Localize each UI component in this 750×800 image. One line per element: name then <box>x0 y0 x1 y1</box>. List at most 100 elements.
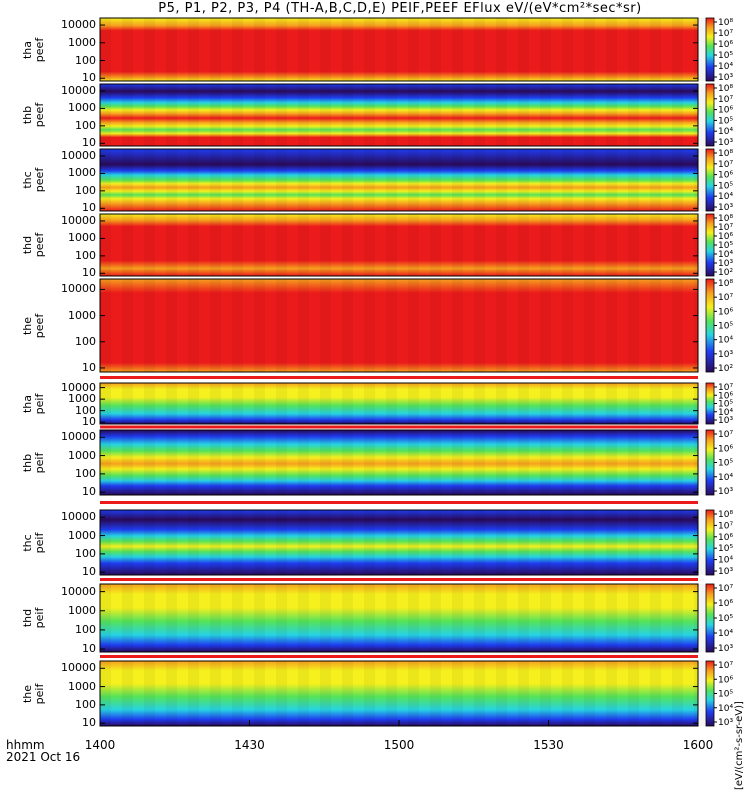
time-column <box>606 430 617 495</box>
time-column <box>430 214 441 276</box>
x-tick-label: 1530 <box>533 738 564 752</box>
time-column <box>232 214 243 276</box>
time-column <box>342 214 353 276</box>
y-tick-label: 10 <box>82 266 96 280</box>
time-column <box>298 279 309 372</box>
time-column <box>408 214 419 276</box>
y-tick-label: 10 <box>82 136 96 150</box>
time-column <box>496 214 507 276</box>
time-column <box>606 279 617 372</box>
colorbar-tick-label: 10⁴ <box>718 408 733 418</box>
time-column <box>254 661 265 726</box>
panel-label: the peif <box>21 664 46 724</box>
y-tick-label: 1000 <box>68 448 96 462</box>
time-column <box>540 383 551 424</box>
time-column <box>100 18 111 81</box>
colorbar-tick-label: 10⁷ <box>718 223 733 233</box>
time-column <box>430 18 441 81</box>
time-column <box>364 18 375 81</box>
colorbar-tick-label: 10⁷ <box>718 160 733 170</box>
time-column <box>232 510 243 575</box>
time-column <box>232 584 243 652</box>
y-tick-label: 1000 <box>68 166 96 180</box>
y-tick-label: 100 <box>75 248 96 262</box>
colorbar-tick-label: 10⁶ <box>718 599 733 609</box>
colorbar <box>705 509 715 576</box>
time-column <box>386 510 397 575</box>
time-column <box>122 214 133 276</box>
time-column <box>232 18 243 81</box>
colorbar-tick-label: 10⁵ <box>718 400 733 410</box>
y-tick-label: 10 <box>82 360 96 374</box>
time-column <box>254 214 265 276</box>
time-column <box>276 383 287 424</box>
time-column <box>364 214 375 276</box>
time-column <box>694 510 705 575</box>
time-column <box>584 510 595 575</box>
time-column <box>408 510 419 575</box>
time-column <box>562 430 573 495</box>
spectrogram-panel <box>100 510 698 575</box>
time-column <box>408 383 419 424</box>
time-column <box>584 18 595 81</box>
y-tick-label: 10000 <box>61 661 96 675</box>
time-column <box>342 383 353 424</box>
colorbar-tick-label: 10⁶ <box>718 307 733 317</box>
time-column <box>672 661 683 726</box>
time-column <box>562 383 573 424</box>
panel-label: the peef <box>21 296 46 356</box>
product-label: peif <box>33 683 46 704</box>
spectrogram-panel <box>100 18 698 81</box>
time-column <box>496 149 507 211</box>
time-column <box>254 430 265 495</box>
panel-label: tha peef <box>21 20 46 80</box>
time-column <box>254 510 265 575</box>
time-column <box>452 383 463 424</box>
product-label: peef <box>33 102 46 128</box>
time-column <box>122 383 133 424</box>
time-column <box>342 584 353 652</box>
time-column <box>320 149 331 211</box>
time-column <box>606 84 617 146</box>
time-column <box>694 661 705 726</box>
time-column <box>298 584 309 652</box>
panel-label: thd peif <box>21 588 46 648</box>
time-column <box>606 584 617 652</box>
time-column <box>650 383 661 424</box>
time-column <box>672 214 683 276</box>
time-column <box>650 214 661 276</box>
y-tick-label: 10 <box>82 201 96 215</box>
y-tick-label: 10 <box>82 642 96 656</box>
time-column <box>672 149 683 211</box>
product-label: peef <box>33 313 46 338</box>
colorbar <box>705 278 715 373</box>
time-column <box>562 661 573 726</box>
time-column <box>144 383 155 424</box>
time-column <box>386 149 397 211</box>
panel-frame <box>99 509 699 576</box>
time-column <box>452 279 463 372</box>
time-column <box>474 279 485 372</box>
time-column <box>606 510 617 575</box>
time-column <box>694 84 705 146</box>
time-column <box>100 430 111 495</box>
time-column <box>496 84 507 146</box>
time-column <box>540 584 551 652</box>
time-column <box>562 510 573 575</box>
time-column <box>276 149 287 211</box>
time-column <box>188 510 199 575</box>
colorbar-tick-label: 10⁵ <box>718 181 733 191</box>
colorbar-tick-label: 10³ <box>718 259 733 269</box>
time-column <box>166 383 177 424</box>
time-column <box>430 510 441 575</box>
time-column <box>342 510 353 575</box>
colorbar-tick-label: 10² <box>718 364 733 374</box>
time-column <box>672 430 683 495</box>
time-column <box>232 383 243 424</box>
time-column <box>628 279 639 372</box>
colorbar-tick-label: 10⁸ <box>718 214 733 224</box>
time-column <box>496 430 507 495</box>
time-column <box>474 430 485 495</box>
y-tick-label: 100 <box>75 53 96 67</box>
time-column <box>628 430 639 495</box>
